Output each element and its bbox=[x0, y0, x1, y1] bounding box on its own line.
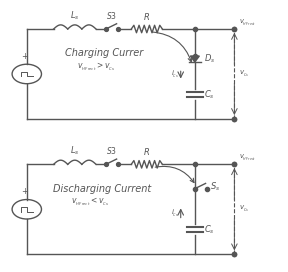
Text: +: + bbox=[21, 52, 28, 61]
Text: $R$: $R$ bbox=[143, 11, 150, 22]
Text: $C_s$: $C_s$ bbox=[204, 224, 215, 236]
Text: $S3$: $S3$ bbox=[106, 146, 117, 156]
Text: $i_{_{Cs}}$: $i_{_{Cs}}$ bbox=[171, 69, 179, 81]
FancyArrowPatch shape bbox=[155, 166, 194, 183]
Text: $v_{_{HF\,rect}} > v_{_{Cs}}$: $v_{_{HF\,rect}} > v_{_{Cs}}$ bbox=[77, 60, 115, 73]
Text: $v_{_{Cs}}$: $v_{_{Cs}}$ bbox=[239, 69, 250, 79]
Text: $D_s$: $D_s$ bbox=[204, 53, 215, 65]
Text: $S3$: $S3$ bbox=[106, 10, 117, 21]
Text: $v_{_{HF\,rect}}$: $v_{_{HF\,rect}}$ bbox=[239, 18, 257, 28]
Text: $L_s$: $L_s$ bbox=[70, 10, 79, 22]
Text: $R$: $R$ bbox=[143, 146, 150, 157]
Text: $C_s$: $C_s$ bbox=[204, 88, 215, 101]
Text: $L_s$: $L_s$ bbox=[70, 145, 79, 157]
Text: Discharging Current: Discharging Current bbox=[52, 184, 151, 194]
Text: $i_{_{Cs}}$: $i_{_{Cs}}$ bbox=[171, 208, 179, 218]
Text: Charging Currer: Charging Currer bbox=[65, 48, 144, 58]
Polygon shape bbox=[190, 56, 199, 62]
FancyArrowPatch shape bbox=[152, 32, 192, 62]
Text: $v_{_{HF\,rect}} < v_{_{Cs}}$: $v_{_{HF\,rect}} < v_{_{Cs}}$ bbox=[71, 196, 109, 208]
Text: $v_{_{Cs}}$: $v_{_{Cs}}$ bbox=[239, 204, 250, 214]
Text: $v_{_{HF\,rect}}$: $v_{_{HF\,rect}}$ bbox=[239, 153, 257, 163]
Text: $S_s$: $S_s$ bbox=[210, 181, 221, 193]
Text: +: + bbox=[21, 187, 28, 196]
